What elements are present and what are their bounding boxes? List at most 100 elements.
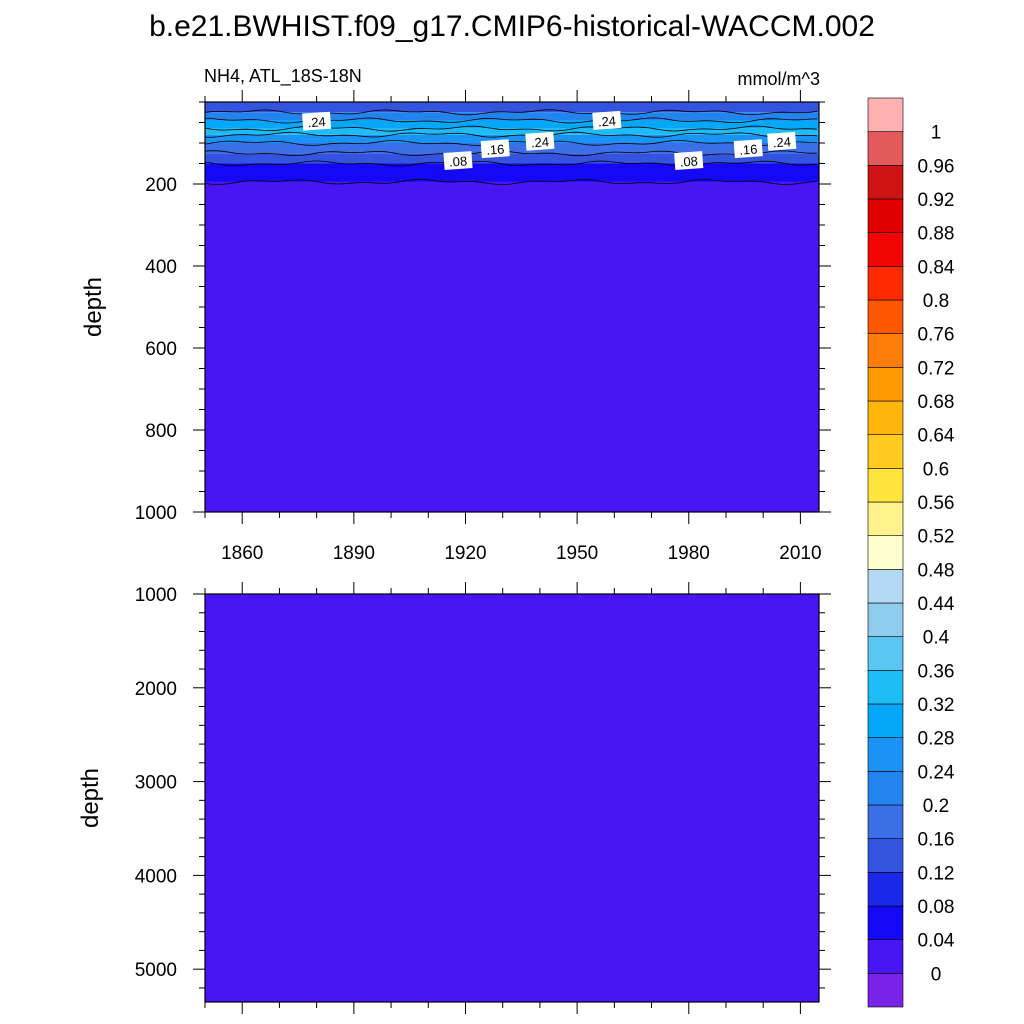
colorbar-label: 0.28 [918, 729, 955, 750]
x-tick-label: 2010 [779, 543, 821, 564]
colorbar-swatch [867, 973, 904, 1008]
colorbar-swatch [867, 198, 904, 233]
y-tick-label: 3000 [135, 773, 177, 794]
upper-panel-contour-lines [204, 109, 818, 185]
colorbar-swatch [867, 501, 904, 536]
contour-label: .24 [302, 111, 332, 131]
contour-label-text: .16 [739, 142, 758, 158]
contour-label-text: .24 [530, 134, 549, 150]
colorbar-label: 0.68 [918, 392, 955, 413]
colorbar-swatch [867, 670, 904, 705]
contour-label: .16 [480, 139, 510, 159]
y-tick-label: 400 [145, 257, 177, 278]
colorbar-swatch [867, 838, 904, 873]
lower-panel: 1000 2000 3000 4000 5000 depth [77, 582, 831, 1014]
figure-title: b.e21.BWHIST.f09_g17.CMIP6-historical-WA… [149, 10, 875, 43]
colorbar-swatch [867, 771, 904, 806]
y-tick-label: 1000 [135, 585, 177, 606]
upper-field-band [205, 181, 819, 512]
y-tick-label: 600 [145, 339, 177, 360]
colorbar-swatch [867, 333, 904, 368]
contour-label: .24 [525, 131, 555, 151]
colorbar-swatch [867, 602, 904, 637]
colorbar-label: 0.16 [918, 830, 955, 851]
upper-field-band [205, 112, 819, 121]
upper-field-band [205, 163, 819, 182]
upper-panel-contour-labels: .24 .24 .16 .24 .08 .08 .16 .24 [302, 110, 797, 170]
colorbar-label: 0.6 [923, 459, 949, 480]
colorbar-swatch [867, 299, 904, 334]
y-tick-label: 800 [145, 421, 177, 442]
colorbar-swatch [867, 97, 904, 132]
upper-y-axis-title: depth [80, 277, 107, 337]
y-tick-label: 5000 [135, 960, 177, 981]
colorbar-label: 0.84 [918, 257, 955, 278]
colorbar-label: 0.36 [918, 661, 955, 682]
colorbar-label: 0.08 [918, 897, 955, 918]
colorbar-label: 0.48 [918, 560, 955, 581]
upper-field-band [205, 153, 819, 164]
contour-label-text: .24 [307, 114, 326, 130]
contour-label-text: .24 [597, 113, 616, 129]
variable-region-label: NH4, ATL_18S-18N [204, 66, 362, 87]
x-tick-label: 1920 [444, 543, 486, 564]
contour-label: .08 [674, 151, 704, 170]
x-tick-label: 1890 [333, 543, 375, 564]
contour-label-text: .24 [772, 134, 791, 150]
colorbar-label: 0.88 [918, 224, 955, 245]
contour-label-text: .16 [486, 142, 505, 158]
lower-plot-frame [204, 593, 820, 1003]
contour-label-background [674, 151, 704, 170]
colorbar-label: 0.24 [918, 762, 955, 783]
colorbar-label: 0.76 [918, 325, 955, 346]
upper-field-band [205, 102, 819, 113]
colorbar-label: 0.96 [918, 156, 955, 177]
units-label: mmol/m^3 [738, 69, 820, 89]
colorbar-label: 0.92 [918, 190, 955, 211]
upper-panel-field [205, 102, 819, 512]
upper-panel-axes: 1860 1890 1920 1950 1980 2010 200 400 600 800 1000 [135, 90, 831, 564]
contour-label-background [525, 131, 555, 151]
lower-field-band [205, 594, 819, 1002]
colorbar-label: 0.04 [918, 931, 955, 952]
colorbar-label: 0.8 [923, 291, 949, 312]
contour-label-background [302, 111, 332, 131]
colorbar-label: 0.44 [918, 594, 955, 615]
contour-label: .24 [767, 131, 797, 151]
contour-label: .08 [443, 151, 473, 170]
colorbar-swatch [867, 636, 904, 671]
colorbar-label: 0.64 [918, 426, 955, 447]
contour-line [204, 150, 818, 157]
colorbar-swatch [867, 535, 904, 570]
lower-panel-field [205, 594, 819, 1002]
x-tick-label: 1860 [221, 543, 263, 564]
contour-label-text: .08 [679, 153, 698, 169]
colorbar-swatch [867, 468, 904, 503]
contour-label-background [443, 151, 473, 170]
contour-label-text: .08 [449, 153, 468, 169]
contour-label-background [767, 131, 797, 151]
colorbar-label: 0.72 [918, 358, 955, 379]
colorbar-label: 0.4 [923, 628, 950, 649]
colorbar-label: 0.56 [918, 493, 955, 514]
contour-label: .16 [733, 139, 763, 159]
colorbar-swatch [867, 165, 904, 200]
colorbar-label: 0.32 [918, 695, 955, 716]
lower-panel-axes: 1000 2000 3000 4000 5000 [135, 582, 831, 1014]
contour-label-background [592, 110, 622, 130]
y-tick-label: 4000 [135, 866, 177, 887]
colorbar-label: 1 [931, 123, 942, 144]
colorbar-swatch [867, 367, 904, 402]
contour-line [204, 139, 818, 146]
upper-field-band [205, 143, 819, 154]
upper-panel: .24 .24 .16 .24 .08 .08 .16 .24 1860 1890 1920 195… [80, 90, 831, 564]
y-tick-label: 200 [145, 175, 177, 196]
colorbar: 0 0.04 0.08 0.12 0.16 0.2 0.24 0.28 0.32 0.36 0.4 0… [867, 97, 955, 1008]
x-tick-label: 1980 [668, 543, 710, 564]
colorbar-swatch [867, 400, 904, 435]
colorbar-swatch [867, 434, 904, 469]
colorbar-swatch [867, 232, 904, 267]
colorbar-swatch [867, 131, 904, 166]
colorbar-label: 0 [931, 964, 942, 985]
